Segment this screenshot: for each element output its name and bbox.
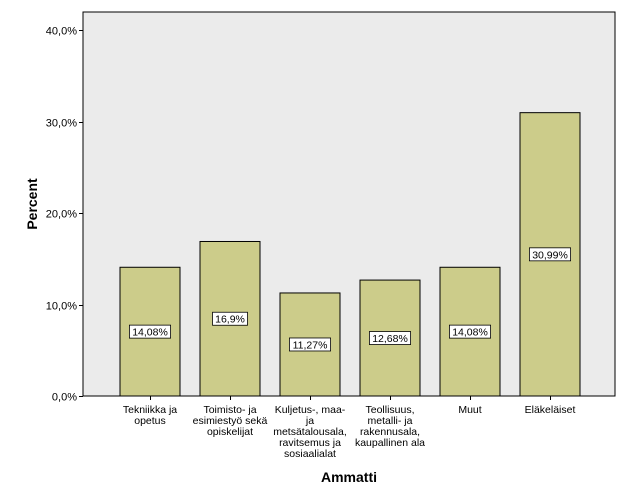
- data-label-box: [529, 247, 572, 262]
- data-label-box: [212, 311, 248, 326]
- y-tick-label: 0,0%: [52, 392, 77, 404]
- data-label-box: [288, 337, 331, 352]
- x-tick-label: Teollisuus, metalli- ja rakennusala, kaupal…: [355, 404, 425, 449]
- y-tick-label: 20,0%: [46, 209, 77, 221]
- data-label: 16,9%: [215, 314, 245, 326]
- y-tick-label: 30,0%: [46, 118, 77, 130]
- x-tick-label: Toimisto- ja esimiestyö sekä opiskelijat: [193, 404, 268, 438]
- y-tick-label: 10,0%: [46, 301, 77, 313]
- y-tick-label: 40,0%: [46, 26, 77, 38]
- x-axis-title: Ammatti: [321, 469, 377, 485]
- data-label-box: [448, 324, 491, 339]
- x-tick-label: Kuljetus-, maa-ja metsätalousala, ravitsem…: [273, 404, 347, 460]
- data-label: 11,27%: [293, 339, 328, 351]
- data-label: 12,68%: [372, 333, 408, 345]
- data-label: 14,08%: [452, 327, 488, 339]
- data-label-box: [368, 331, 411, 345]
- data-label: 30,99%: [532, 249, 568, 261]
- x-axis: Tekniikka ja opetus Toimisto- ja esimiestyö…: [123, 396, 576, 460]
- data-label: 14,08%: [132, 327, 168, 339]
- x-tick-label: Muut: [458, 404, 481, 416]
- x-tick-label: Eläkeläiset: [525, 404, 576, 416]
- bars: 14,08% 16,9% 11,27% 12,68% 14,08% 30,99%: [119, 112, 581, 397]
- y-axis: 0,0% 10,0% 20,0% 30,0% 40,0%: [46, 26, 83, 404]
- data-label-box: [128, 324, 171, 339]
- x-tick-label: Tekniikka ja opetus: [123, 404, 177, 427]
- y-axis-title: Percent: [24, 178, 40, 230]
